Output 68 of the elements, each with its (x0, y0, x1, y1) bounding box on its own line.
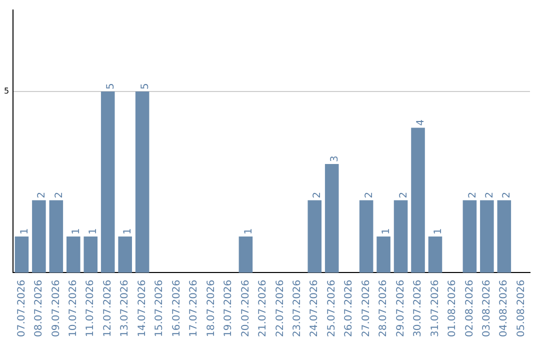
x-tick-label: 22.07.2026 (274, 280, 286, 338)
x-tick-label: 25.07.2026 (326, 280, 338, 338)
x-tick-label: 21.07.2026 (258, 280, 269, 338)
bar (135, 92, 150, 273)
x-tick-label: 26.07.2026 (344, 280, 355, 338)
x-tick-label: 10.07.2026 (68, 280, 79, 338)
x-tick-label: 20.07.2026 (240, 280, 252, 338)
x-tick-label: 24.07.2026 (309, 280, 320, 338)
x-tick-label: 02.08.2026 (464, 280, 476, 338)
data-label: 1 (381, 228, 392, 235)
data-label: 4 (416, 119, 427, 126)
bar (462, 200, 477, 273)
bar (324, 164, 339, 273)
bar (428, 236, 442, 273)
x-tick-label: 19.07.2026 (223, 280, 234, 338)
x-tick-label: 04.08.2026 (498, 280, 510, 338)
x-tick-label: 09.07.2026 (50, 280, 62, 338)
data-label: 2 (467, 192, 478, 198)
data-label: 1 (19, 228, 30, 235)
x-tick-label: 27.07.2026 (360, 280, 372, 338)
x-tick-label: 18.07.2026 (206, 280, 217, 338)
x-tick-label: 01.08.2026 (447, 280, 458, 338)
data-label: 2 (484, 192, 496, 198)
x-tick-label: 15.07.2026 (154, 280, 166, 338)
data-label: 2 (36, 192, 48, 198)
x-tick-label: 14.07.2026 (136, 280, 148, 338)
bar (394, 200, 408, 273)
x-tick-label: 05.08.2026 (516, 280, 527, 338)
bar (497, 200, 512, 273)
data-label: 5 (105, 83, 116, 90)
bar (308, 200, 322, 273)
x-tick-label: 28.07.2026 (378, 280, 390, 338)
data-label: 2 (502, 192, 513, 198)
bar (84, 236, 98, 273)
bar (118, 236, 132, 273)
bar (49, 200, 64, 273)
data-label: 2 (54, 192, 65, 198)
x-tick-label: 03.08.2026 (482, 280, 493, 338)
data-label: 1 (243, 228, 254, 235)
bar (411, 128, 425, 273)
data-label: 3 (329, 156, 340, 162)
x-tick-label: 16.07.2026 (171, 280, 182, 338)
x-tick-label: 13.07.2026 (120, 280, 131, 338)
bar (376, 236, 390, 273)
data-label: 1 (432, 228, 444, 235)
x-tick-label: 31.07.2026 (430, 280, 441, 338)
data-label: 1 (88, 228, 100, 235)
bar (14, 236, 29, 273)
x-tick-label: 12.07.2026 (102, 280, 114, 338)
x-tick-label: 07.07.2026 (16, 280, 28, 338)
data-label: 2 (364, 192, 375, 198)
data-label: 2 (312, 192, 324, 198)
x-tick-label: 30.07.2026 (412, 280, 424, 338)
x-tick-label: 29.07.2026 (395, 280, 406, 338)
bar (66, 236, 80, 273)
bar (238, 236, 253, 273)
data-label: 1 (70, 228, 82, 235)
x-tick-label: 23.07.2026 (292, 280, 303, 338)
x-tick-label: 08.07.2026 (34, 280, 45, 338)
data-label: 5 (140, 83, 151, 90)
bar (100, 92, 115, 273)
x-tick-label: 17.07.2026 (188, 280, 200, 338)
bar (359, 200, 374, 273)
bar (32, 200, 46, 273)
data-label: 1 (122, 228, 134, 235)
x-tick-label: 11.07.2026 (85, 280, 96, 338)
bar (480, 200, 494, 273)
data-label: 2 (398, 192, 410, 198)
